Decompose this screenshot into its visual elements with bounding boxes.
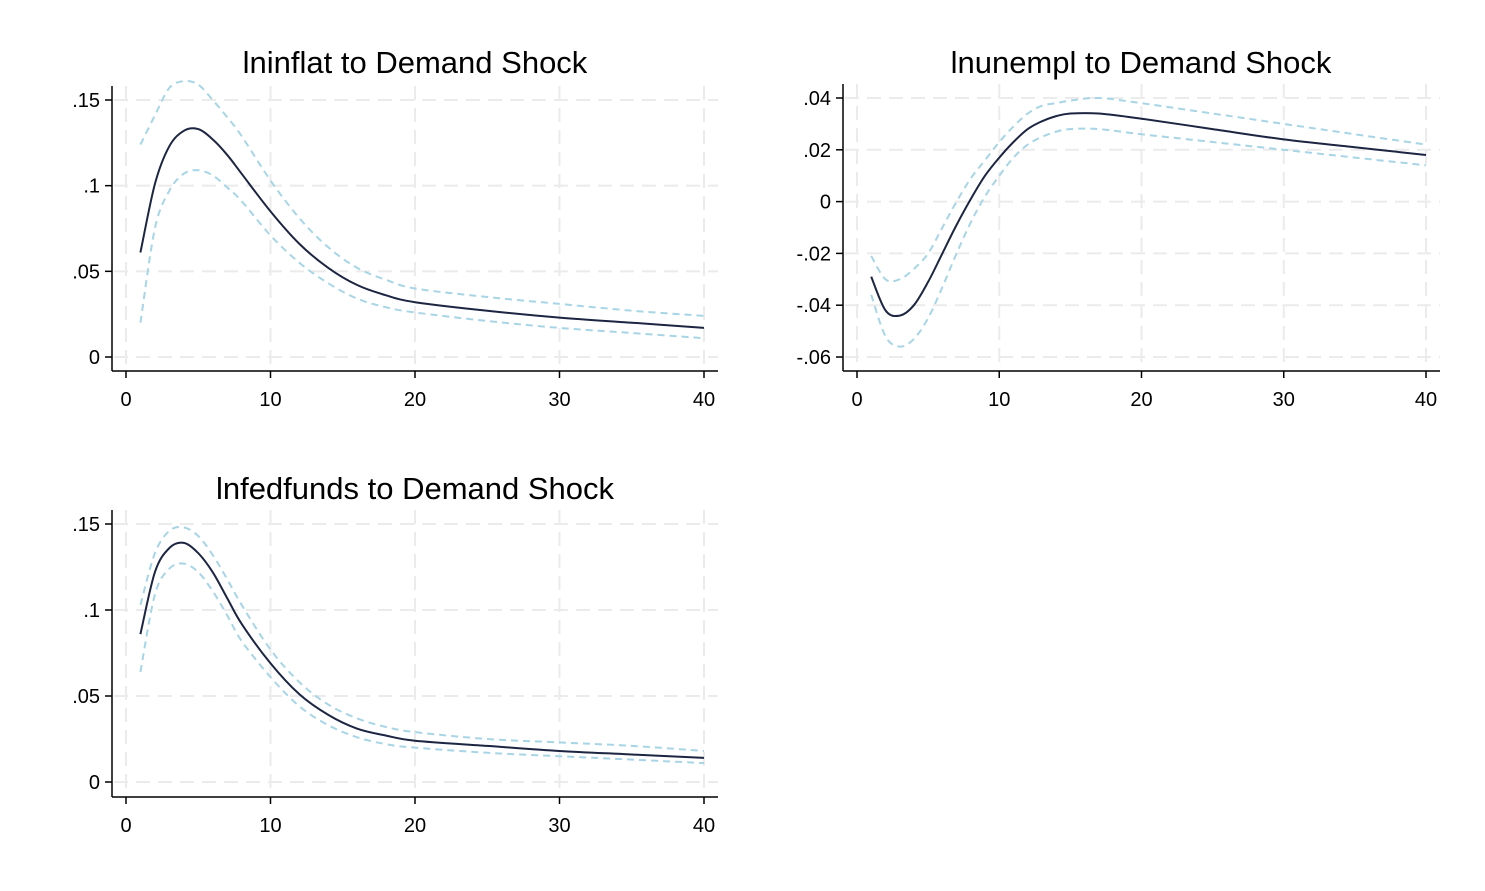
chart-title: lnfedfunds to Demand Shock	[216, 471, 615, 506]
irf-line	[870, 112, 1427, 318]
chart-title: lninflat to Demand Shock	[243, 45, 588, 80]
x-tick-label: 30	[1273, 389, 1295, 411]
x-tick-label: 10	[259, 389, 281, 411]
y-tick-label: -.06	[797, 347, 831, 369]
chart-title: lnunempl to Demand Shock	[951, 45, 1332, 80]
x-tick-label: 0	[120, 815, 131, 837]
y-tick-label: .05	[72, 686, 100, 708]
x-tick-label: 30	[548, 389, 570, 411]
x-tick-label: 0	[120, 389, 131, 411]
x-tick-label: 20	[404, 815, 426, 837]
y-tick-label: .15	[72, 514, 100, 536]
y-tick-label: .05	[72, 261, 100, 283]
y-tick-label: 0	[89, 347, 100, 369]
x-tick-label: 10	[259, 815, 281, 837]
ci-lower-line	[870, 127, 1427, 348]
x-tick-label: 40	[693, 815, 715, 837]
y-tick-label: .04	[803, 88, 831, 110]
ci-lower-line	[139, 169, 705, 340]
y-tick-label: .02	[803, 140, 831, 162]
y-tick-label: 0	[820, 192, 831, 214]
y-tick-label: -.02	[797, 243, 831, 265]
x-tick-label: 40	[1415, 389, 1437, 411]
irf-line	[139, 541, 705, 759]
x-tick-label: 20	[1130, 389, 1152, 411]
ci-lower-line	[139, 562, 705, 765]
y-tick-label: -.04	[797, 295, 831, 317]
x-tick-label: 30	[548, 815, 570, 837]
x-tick-label: 40	[693, 389, 715, 411]
ci-upper-line	[139, 80, 705, 317]
y-tick-label: .15	[72, 90, 100, 112]
x-tick-label: 0	[851, 389, 862, 411]
ci-upper-line	[139, 526, 705, 752]
y-tick-label: .1	[83, 176, 100, 198]
lnunempl-panel: lnunempl to Demand Shock -.06 -.04 -.02 0 .02…	[797, 45, 1440, 411]
irf-line	[139, 127, 705, 329]
lnfedfunds-panel: lnfedfunds to Demand Shock 0 .05 .1 .15 0 10 20…	[72, 471, 718, 837]
y-tick-label: 0	[89, 772, 100, 794]
y-tick-label: .1	[83, 600, 100, 622]
lninflat-panel: lninflat to Demand Shock 0 .05 .1 .15 0 10 20 30…	[72, 45, 718, 411]
x-tick-label: 10	[988, 389, 1010, 411]
x-tick-label: 20	[404, 389, 426, 411]
